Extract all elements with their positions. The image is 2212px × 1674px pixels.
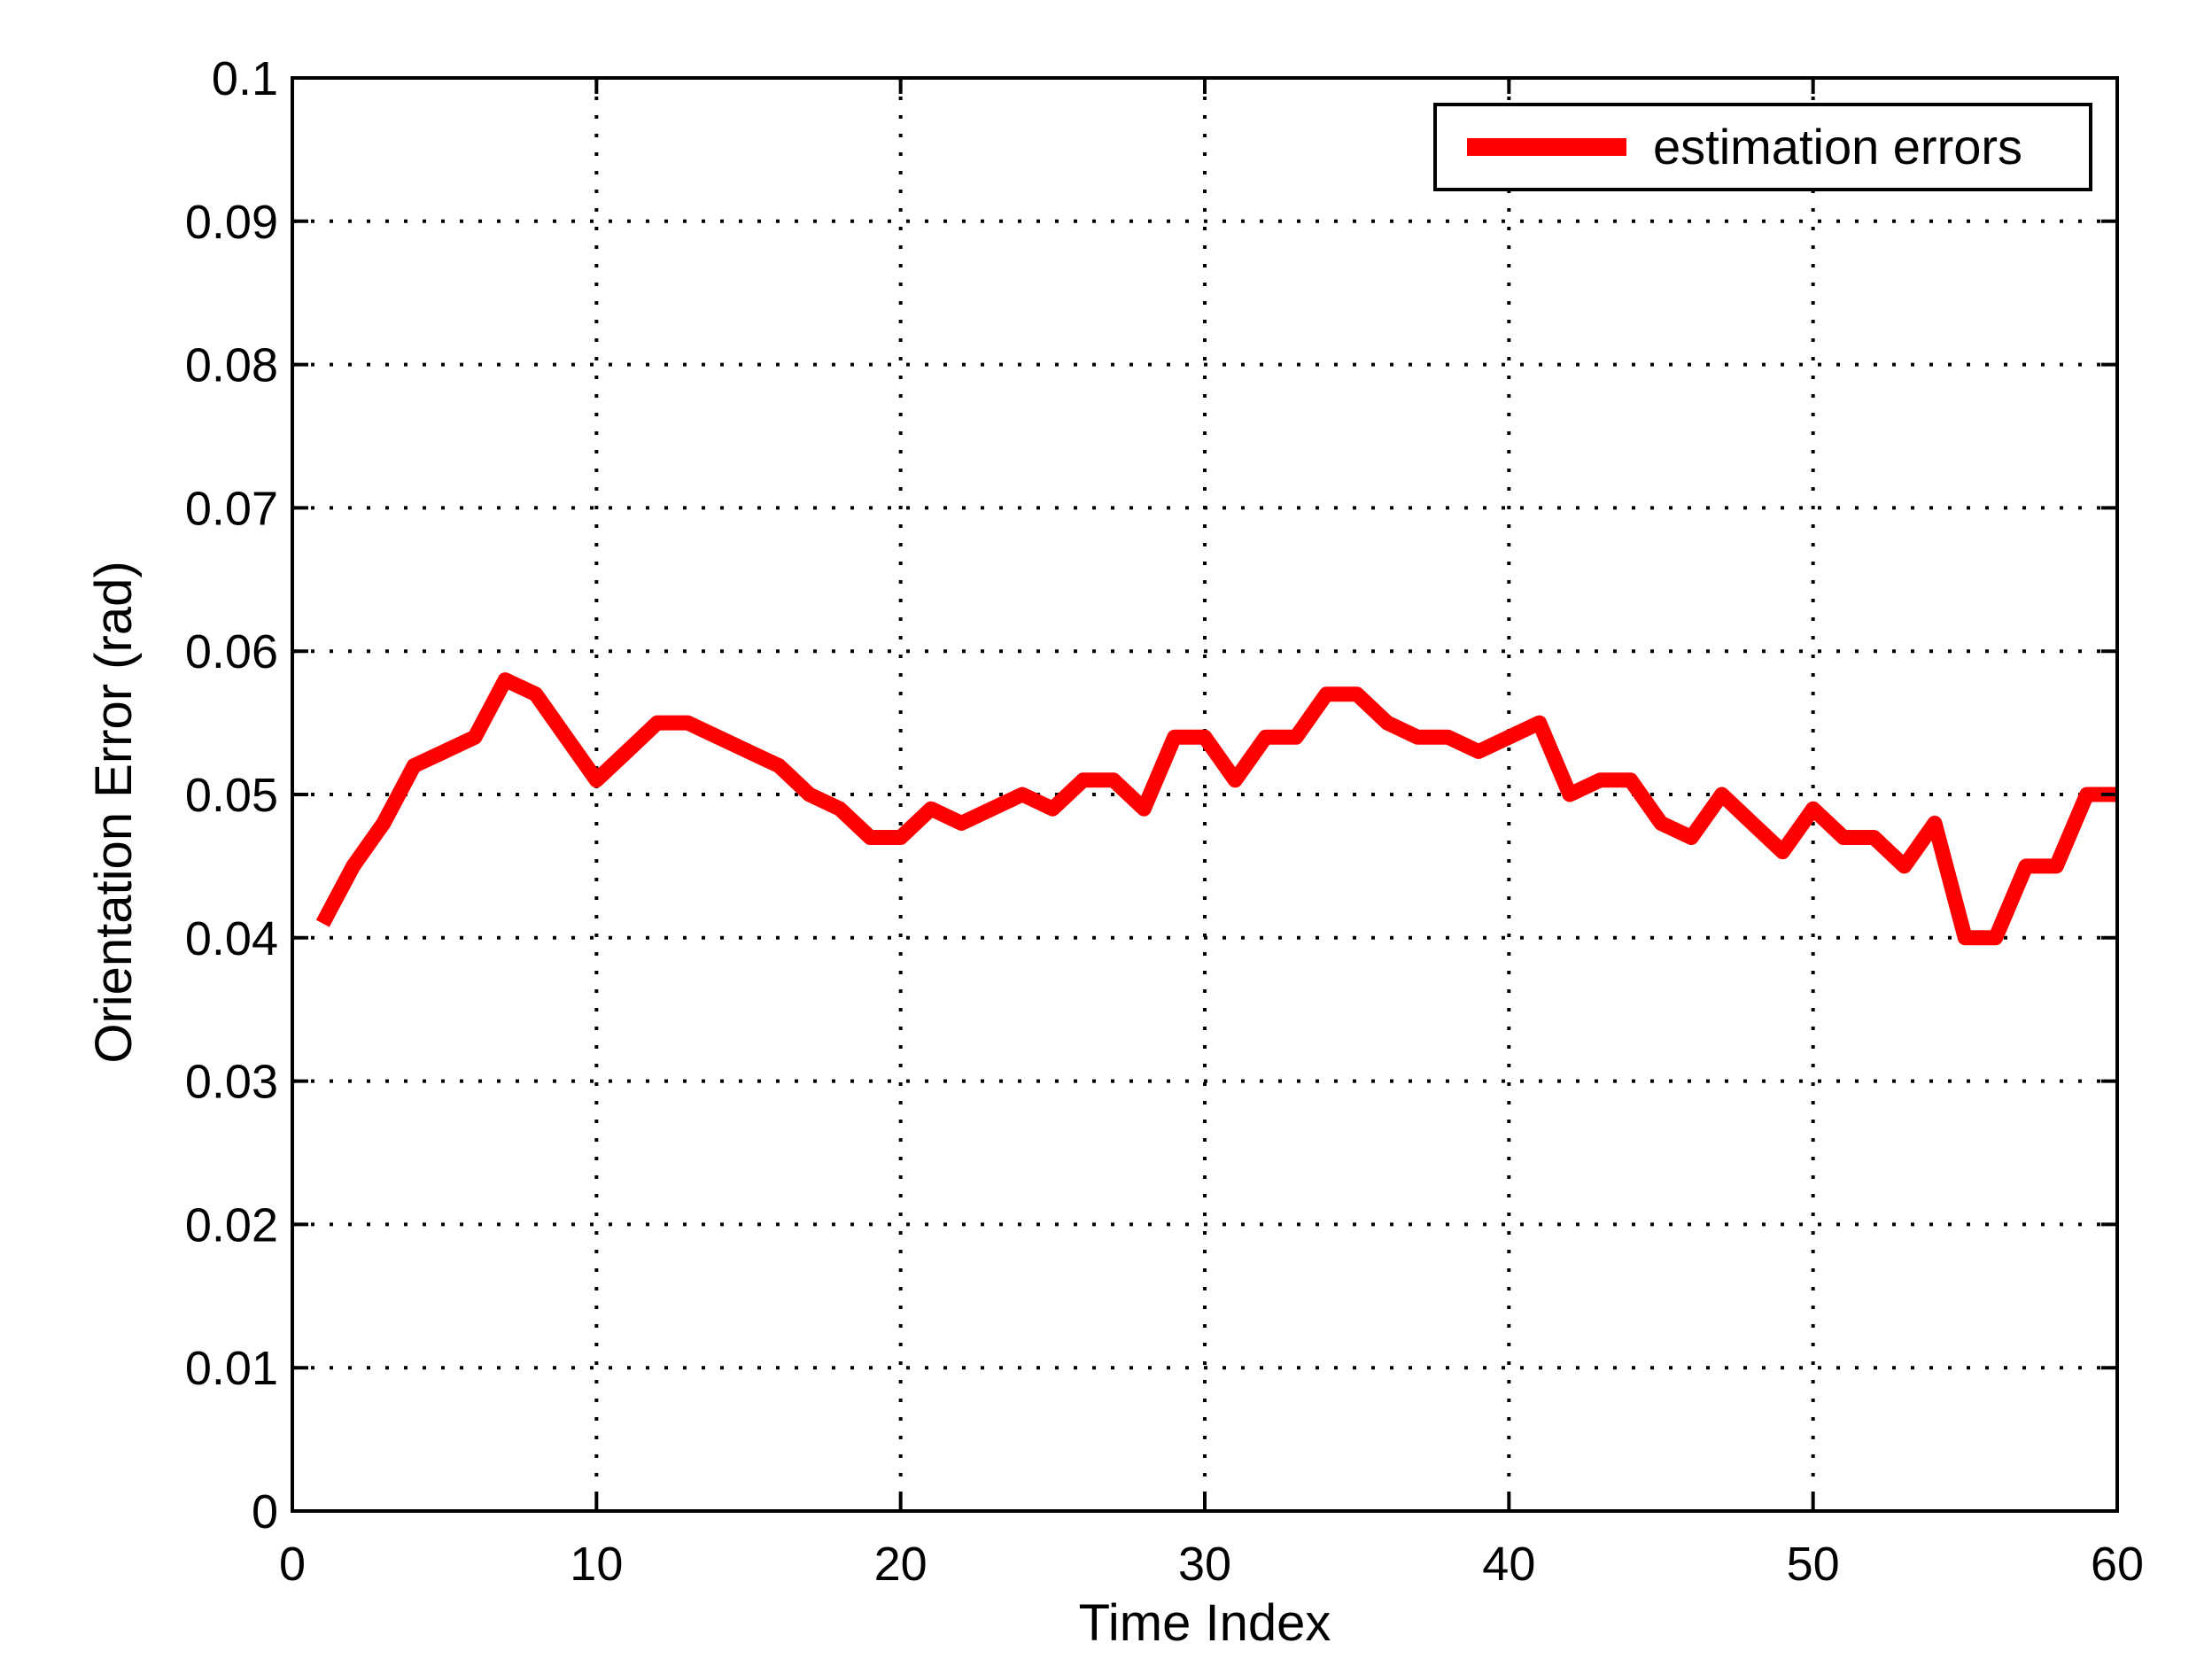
x-tick-label: 10 bbox=[570, 1538, 623, 1591]
y-tick-label: 0.04 bbox=[185, 912, 278, 965]
legend: estimation errors bbox=[1433, 103, 2092, 191]
y-tick-label: 0.08 bbox=[185, 339, 278, 392]
y-tick-label: 0.02 bbox=[185, 1198, 278, 1252]
x-tick-label: 50 bbox=[1787, 1538, 1840, 1591]
y-tick-label: 0.06 bbox=[185, 625, 278, 678]
y-tick-label: 0.07 bbox=[185, 482, 278, 535]
tick-layer: 0 10 20 30 40 50 60 0 0.01 0.02 0.03 0.04 0.05 0.06 0.… bbox=[185, 52, 2144, 1591]
legend-label: estimation errors bbox=[1653, 119, 2022, 174]
x-tick-label: 40 bbox=[1482, 1538, 1535, 1591]
label-layer: Time Index Orientation Error (rad) bbox=[85, 561, 1331, 1652]
x-tick-label: 30 bbox=[1178, 1538, 1231, 1591]
y-tick-label: 0 bbox=[252, 1485, 278, 1538]
series-line-estimation-errors bbox=[315, 672, 2117, 946]
y-tick-label: 0.05 bbox=[185, 769, 278, 822]
x-axis-label: Time Index bbox=[1079, 1594, 1331, 1652]
y-tick-label: 0.1 bbox=[212, 52, 278, 105]
y-tick-label: 0.03 bbox=[185, 1056, 278, 1109]
data-layer bbox=[315, 672, 2117, 946]
x-tick-label: 60 bbox=[2091, 1538, 2144, 1591]
y-tick-label: 0.09 bbox=[185, 196, 278, 249]
y-tick-label: 0.01 bbox=[185, 1342, 278, 1395]
x-tick-label: 0 bbox=[279, 1538, 306, 1591]
y-axis-label: Orientation Error (rad) bbox=[85, 561, 143, 1063]
x-tick-label: 20 bbox=[874, 1538, 927, 1591]
grid-layer bbox=[292, 78, 2117, 1511]
